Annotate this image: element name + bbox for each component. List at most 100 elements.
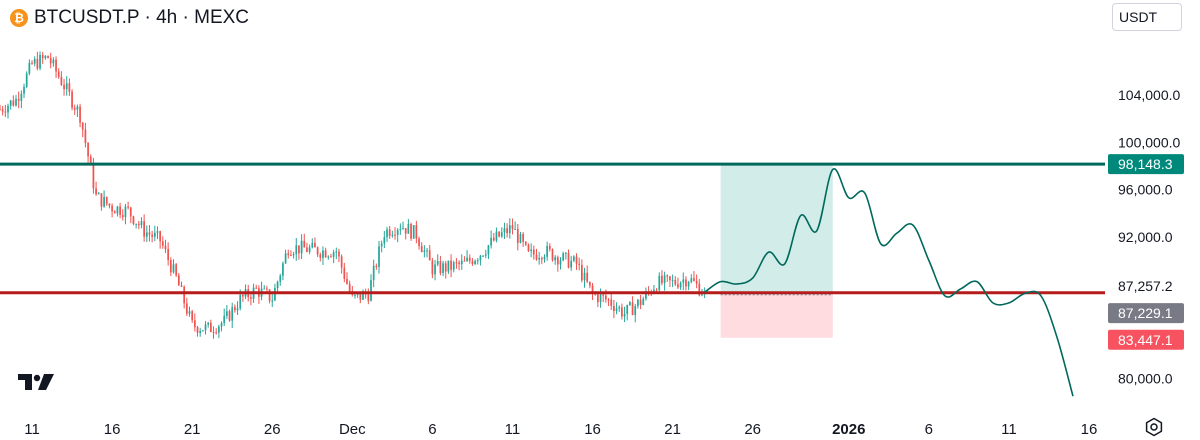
candle <box>524 241 527 247</box>
candle <box>215 328 218 335</box>
candle <box>0 104 1 111</box>
candle <box>44 55 47 60</box>
candle-body <box>546 245 549 257</box>
candle <box>522 231 525 247</box>
candle-body <box>613 305 615 312</box>
candle <box>1 105 4 116</box>
candle <box>639 294 642 310</box>
candle <box>690 274 693 284</box>
candle-body <box>431 260 434 275</box>
candle-body <box>234 307 236 311</box>
candle-body <box>151 234 154 237</box>
candle <box>492 232 495 242</box>
candle-body <box>63 84 65 90</box>
candle <box>588 281 591 289</box>
candle-body <box>338 251 340 257</box>
candle-body <box>231 307 234 321</box>
target-zone <box>720 164 833 293</box>
candle-body <box>511 225 514 229</box>
candle <box>359 293 362 304</box>
candle-body <box>599 294 602 303</box>
candle <box>519 232 522 244</box>
candle <box>578 257 581 271</box>
candle-body <box>597 294 599 303</box>
chart-header: ₿ BTCUSDT.P · 4h · MEXC <box>10 6 249 30</box>
candle <box>266 285 268 292</box>
candle <box>25 71 28 89</box>
candle-body <box>415 225 418 239</box>
candle-body <box>212 331 215 333</box>
candle <box>55 56 57 78</box>
candle-body <box>527 244 530 252</box>
candle-body <box>623 313 626 317</box>
candle <box>290 250 292 257</box>
candle-body <box>629 302 631 305</box>
candle-body <box>295 245 298 255</box>
candle <box>543 254 546 263</box>
candle-body <box>23 86 25 94</box>
settings-gear-icon[interactable] <box>1144 417 1164 437</box>
candle <box>535 248 538 261</box>
candle <box>572 255 575 263</box>
candle <box>642 296 645 306</box>
candle-body <box>9 100 12 106</box>
candle-body <box>383 237 386 244</box>
candle <box>663 271 666 291</box>
candle-body <box>412 225 415 239</box>
candle <box>175 262 178 277</box>
candle <box>113 210 116 214</box>
candle <box>580 259 583 283</box>
candle-body <box>583 272 586 281</box>
candle <box>52 57 55 67</box>
candle <box>196 325 199 337</box>
candle-body <box>359 293 362 300</box>
candle-body <box>580 264 583 281</box>
candle-body <box>602 294 605 296</box>
symbol-title[interactable]: BTCUSDT.P · 4h · MEXC <box>34 7 250 28</box>
candle-body <box>618 307 621 309</box>
candle <box>17 91 20 109</box>
candle <box>631 296 634 316</box>
y-tick-label: 100,000.0 <box>1118 134 1180 150</box>
current-price-label: 87,229.1 <box>1118 305 1173 321</box>
candle <box>95 181 97 196</box>
candle-body <box>79 106 81 123</box>
candle <box>105 196 108 206</box>
x-tick-label: 11 <box>1001 421 1017 438</box>
x-tick-label: 16 <box>104 421 121 438</box>
candle-body <box>661 275 663 284</box>
candle-body <box>73 107 76 110</box>
candle <box>57 68 60 79</box>
x-tick-label: 2026 <box>832 421 865 438</box>
x-tick-label: 16 <box>584 421 601 438</box>
candle <box>212 326 215 339</box>
candle-body <box>7 105 9 113</box>
candle <box>685 276 687 291</box>
candle <box>527 243 530 252</box>
candle <box>193 313 196 332</box>
candle <box>562 251 565 262</box>
candle <box>231 302 234 329</box>
currency-selector-button[interactable]: USDT <box>1112 3 1182 31</box>
candle <box>439 255 442 276</box>
candle <box>258 285 260 304</box>
candle-body <box>519 234 522 243</box>
candle <box>548 243 551 252</box>
candle <box>372 259 375 288</box>
candle <box>623 306 626 323</box>
candle-body <box>524 241 527 245</box>
candle-body <box>119 206 121 216</box>
candle <box>546 241 549 261</box>
candle-body <box>367 294 370 301</box>
candle-body <box>506 228 508 234</box>
candle-body <box>615 308 618 312</box>
candle <box>629 300 631 306</box>
candle-body <box>242 294 244 297</box>
tradingview-logo-icon[interactable] <box>16 372 56 392</box>
candle <box>129 206 132 224</box>
candle <box>89 154 92 164</box>
candle-body <box>666 275 669 277</box>
candle-body <box>484 254 487 256</box>
candle <box>15 95 17 107</box>
